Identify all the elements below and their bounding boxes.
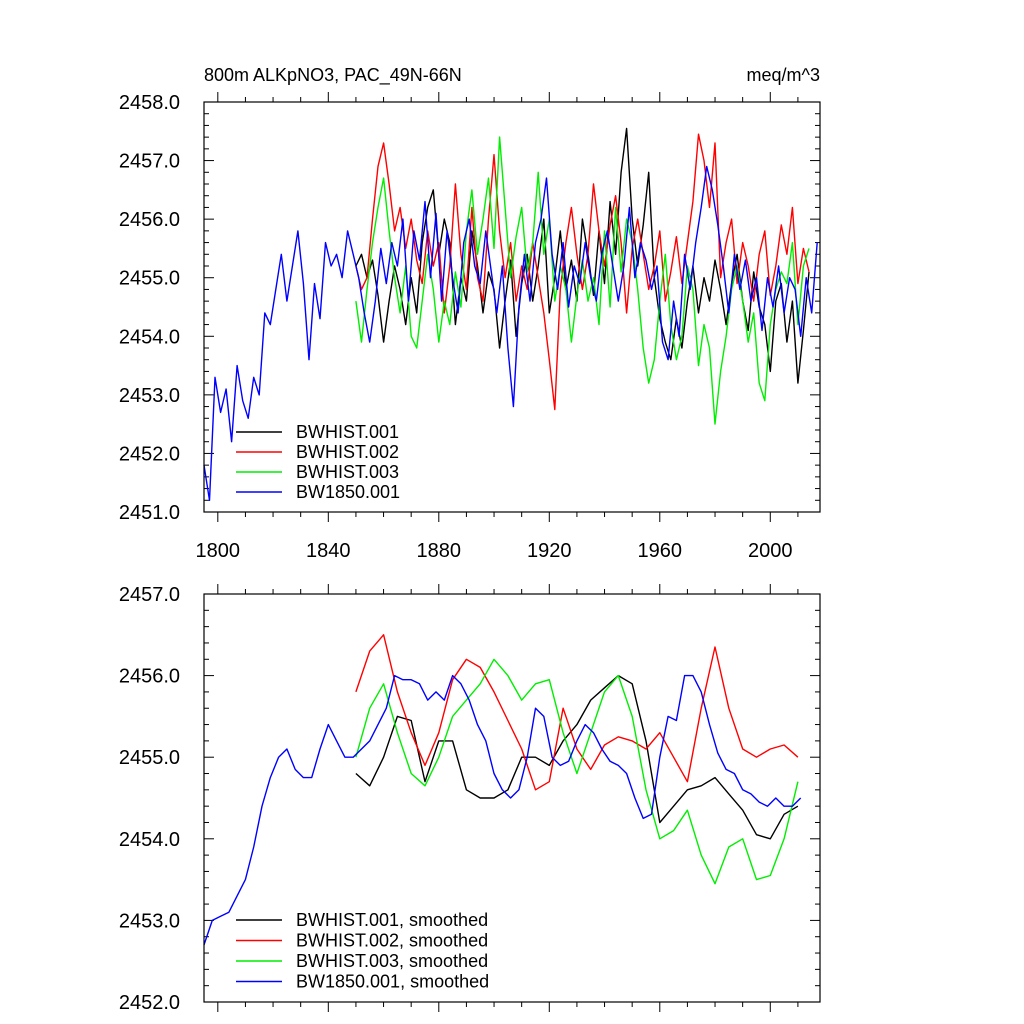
- series-line-bwhist-001: [355, 127, 810, 384]
- series-line-bw1850-001: [203, 165, 818, 501]
- series-line-bw1850-001-smoothed: [203, 674, 802, 946]
- y-tick-label: 2455.0: [119, 747, 180, 769]
- units-label: meq/m^3: [747, 65, 820, 85]
- legend-label: BWHIST.003, smoothed: [296, 951, 488, 971]
- legend-label: BWHIST.002: [296, 442, 399, 462]
- x-tick-label: 1840: [306, 540, 351, 562]
- y-tick-label: 2458.0: [119, 92, 180, 114]
- y-tick-label: 2455.0: [119, 268, 180, 290]
- y-tick-label: 2452.0: [119, 443, 180, 465]
- top-axes: 2451.0 2452.0 2453.0 2454.0 2455.0 2456.0 2457…: [119, 92, 820, 562]
- top-plot-frame: [203, 101, 821, 513]
- y-tick-label: 2451.0: [119, 502, 180, 524]
- y-tick-label: 2456.0: [119, 209, 180, 231]
- x-tick-label: 1960: [638, 540, 683, 562]
- x-tick-label: 1920: [527, 540, 572, 562]
- series-line-bwhist-003-smoothed: [355, 658, 799, 885]
- legend-label: BWHIST.003: [296, 462, 399, 482]
- series-line-bwhist-002-smoothed: [355, 634, 799, 791]
- x-tick-label: 2000: [748, 540, 793, 562]
- legend-label: BWHIST.002, smoothed: [296, 931, 488, 951]
- top-panel: 800m ALKpNO3, PAC_49N-66N meq/m^3 2451.0…: [119, 65, 821, 562]
- chart-title: 800m ALKpNO3, PAC_49N-66N: [204, 65, 462, 86]
- legend-label: BWHIST.001: [296, 422, 399, 442]
- bottom-plot-frame: [203, 593, 821, 1003]
- bottom-axes: 2452.0 2453.0 2454.0 2455.0 2456.0 2457.0: [119, 584, 820, 1014]
- y-tick-label: 2456.0: [119, 666, 180, 688]
- legend-label: BWHIST.001, smoothed: [296, 910, 488, 930]
- y-tick-label: 2457.0: [119, 584, 180, 606]
- top-series-lines: [203, 127, 818, 501]
- x-tick-label: 1880: [417, 540, 462, 562]
- y-tick-label: 2452.0: [119, 992, 180, 1014]
- y-tick-label: 2454.0: [119, 829, 180, 851]
- series-line-bwhist-001-smoothed: [355, 674, 799, 840]
- x-tick-label: 1800: [196, 540, 241, 562]
- bottom-panel: 2452.0 2453.0 2454.0 2455.0 2456.0 2457.0 BWH…: [119, 584, 821, 1014]
- legend-label: BW1850.001, smoothed: [296, 972, 489, 992]
- y-tick-label: 2453.0: [119, 910, 180, 932]
- series-line-bwhist-002: [355, 133, 810, 411]
- y-tick-label: 2457.0: [119, 151, 180, 173]
- bottom-series-lines: [203, 634, 802, 946]
- y-tick-label: 2453.0: [119, 385, 180, 407]
- y-tick-label: 2454.0: [119, 326, 180, 348]
- legend-label: BW1850.001: [296, 482, 400, 502]
